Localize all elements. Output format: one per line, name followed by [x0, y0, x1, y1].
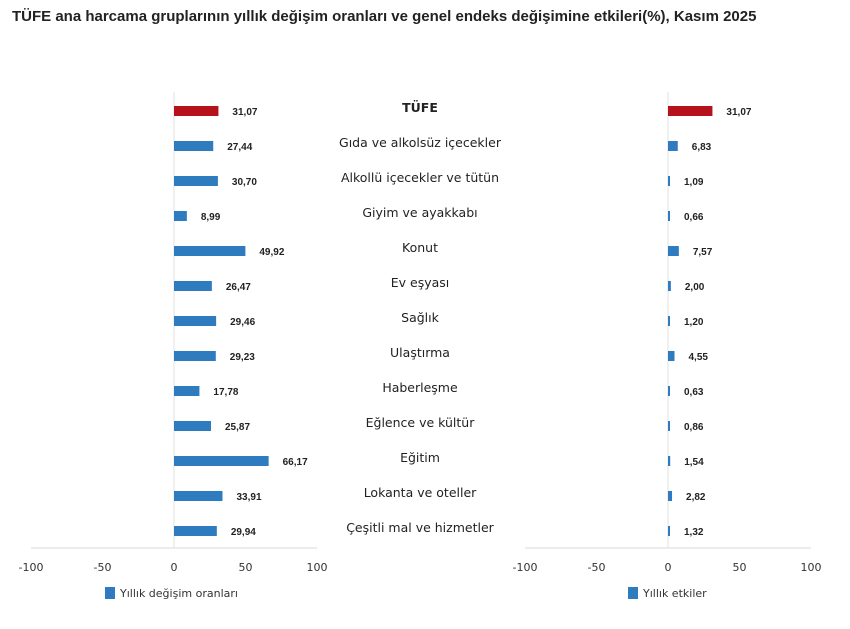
x-tick-label: 50 — [239, 561, 253, 574]
bar-tüfe — [668, 106, 713, 116]
bar-ulaştırma — [174, 351, 216, 361]
bar-sağlık — [668, 316, 670, 326]
data-label: 8,99 — [201, 212, 221, 223]
legend-label-0: Yıllık değişim oranları — [119, 587, 238, 600]
category-label: Konut — [402, 240, 438, 255]
category-label: Eğitim — [400, 450, 440, 465]
bar-ev-eşyası — [668, 281, 671, 291]
bar-giyim-ve-ayakkabı — [668, 211, 670, 221]
bar-gıda-ve-alkolsüz-içecekler — [668, 141, 678, 151]
bar-lokanta-ve-oteller — [668, 491, 673, 501]
x-tick-label: 100 — [307, 561, 328, 574]
bar-eğlence-ve-kültür — [174, 421, 211, 431]
bar-ev-eşyası — [174, 281, 212, 291]
data-label: 66,17 — [283, 457, 308, 468]
data-label: 0,86 — [684, 422, 704, 433]
data-label: 49,92 — [259, 247, 284, 258]
data-label: 26,47 — [226, 282, 251, 293]
bar-tüfe — [174, 106, 219, 116]
data-label: 31,07 — [232, 107, 257, 118]
bar-alkollü-içecekler-ve-tütün — [668, 176, 670, 186]
bar-alkollü-içecekler-ve-tütün — [174, 176, 218, 186]
bar-lokanta-ve-oteller — [174, 491, 223, 501]
bar-giyim-ve-ayakkabı — [174, 211, 187, 221]
data-label: 4,55 — [689, 352, 709, 363]
x-tick-label: -100 — [19, 561, 44, 574]
data-label: 1,20 — [684, 317, 704, 328]
data-label: 31,07 — [726, 107, 751, 118]
legend-swatch-1 — [628, 587, 638, 599]
data-label: 1,54 — [684, 457, 704, 468]
data-label: 0,66 — [684, 212, 704, 223]
x-tick-label: 50 — [733, 561, 747, 574]
data-label: 2,00 — [685, 282, 705, 293]
bar-konut — [668, 246, 679, 256]
bar-eğitim — [174, 456, 269, 466]
data-label: 29,46 — [230, 317, 255, 328]
legend-label-1: Yıllık etkiler — [642, 587, 707, 600]
x-tick-label: 0 — [665, 561, 672, 574]
bar-gıda-ve-alkolsüz-içecekler — [174, 141, 214, 151]
category-label: Giyim ve ayakkabı — [362, 205, 477, 220]
category-label: Lokanta ve oteller — [364, 485, 477, 500]
legend-swatch-0 — [105, 587, 115, 599]
data-label: 33,91 — [236, 492, 261, 503]
data-label: 29,94 — [231, 527, 256, 538]
category-label: Çeşitli mal ve hizmetler — [346, 520, 494, 535]
bar-haberleşme — [174, 386, 200, 396]
bar-haberleşme — [668, 386, 670, 396]
category-label: Haberleşme — [382, 380, 458, 395]
data-label: 29,23 — [230, 352, 255, 363]
data-label: 1,09 — [684, 177, 704, 188]
bar-ulaştırma — [668, 351, 675, 361]
data-label: 1,32 — [684, 527, 704, 538]
bar-eğitim — [668, 456, 671, 466]
data-label: 2,82 — [686, 492, 706, 503]
data-label: 30,70 — [232, 177, 257, 188]
bar-çeşitli-mal-ve-hizmetler — [668, 526, 670, 536]
x-tick-label: -50 — [94, 561, 112, 574]
category-label: Eğlence ve kültür — [366, 415, 476, 430]
bar-çeşitli-mal-ve-hizmetler — [174, 526, 217, 536]
category-label: Alkollü içecekler ve tütün — [341, 170, 499, 185]
data-label: 7,57 — [693, 247, 713, 258]
category-label: Ulaştırma — [390, 345, 450, 360]
bar-konut — [174, 246, 246, 256]
bar-eğlence-ve-kültür — [668, 421, 670, 431]
data-label: 17,78 — [213, 387, 238, 398]
data-label: 6,83 — [692, 142, 712, 153]
x-tick-label: -100 — [513, 561, 538, 574]
x-tick-label: 100 — [801, 561, 822, 574]
chart-title: TÜFE ana harcama gruplarının yıllık deği… — [12, 8, 757, 25]
category-label: TÜFE — [402, 100, 438, 115]
category-label: Sağlık — [401, 310, 439, 325]
x-tick-label: 0 — [171, 561, 178, 574]
data-label: 27,44 — [227, 142, 252, 153]
data-label: 25,87 — [225, 422, 250, 433]
data-label: 0,63 — [684, 387, 704, 398]
category-label: Gıda ve alkolsüz içecekler — [339, 135, 502, 150]
category-label: Ev eşyası — [391, 275, 450, 290]
bar-sağlık — [174, 316, 217, 326]
x-tick-label: -50 — [588, 561, 606, 574]
